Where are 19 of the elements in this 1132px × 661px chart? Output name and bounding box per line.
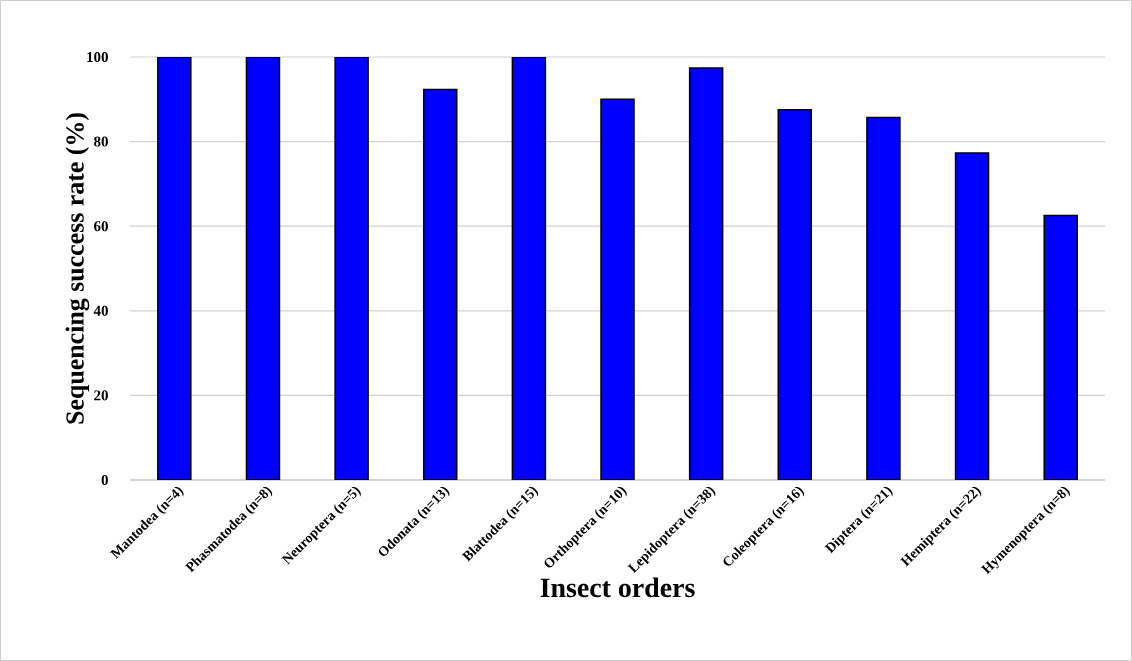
bar (688, 67, 724, 480)
bar (157, 56, 192, 480)
bar (511, 56, 547, 480)
y-tick-label: 20 (94, 390, 108, 401)
bar (954, 152, 990, 480)
y-axis-title: Sequencing success rate (%) (65, 113, 90, 424)
bar (422, 88, 458, 480)
bar (1043, 214, 1078, 480)
bar (600, 98, 635, 480)
y-tick-label: 60 (94, 221, 108, 232)
y-tick-label: 100 (87, 51, 108, 63)
y-tick-label: 40 (93, 305, 108, 316)
bar (866, 116, 901, 480)
y-tick-label: 0 (101, 474, 108, 486)
bar (245, 56, 281, 480)
bar (334, 56, 369, 480)
bar (777, 109, 813, 480)
y-tick-label: 80 (94, 136, 108, 147)
x-axis-title: Insect orders (540, 577, 695, 598)
